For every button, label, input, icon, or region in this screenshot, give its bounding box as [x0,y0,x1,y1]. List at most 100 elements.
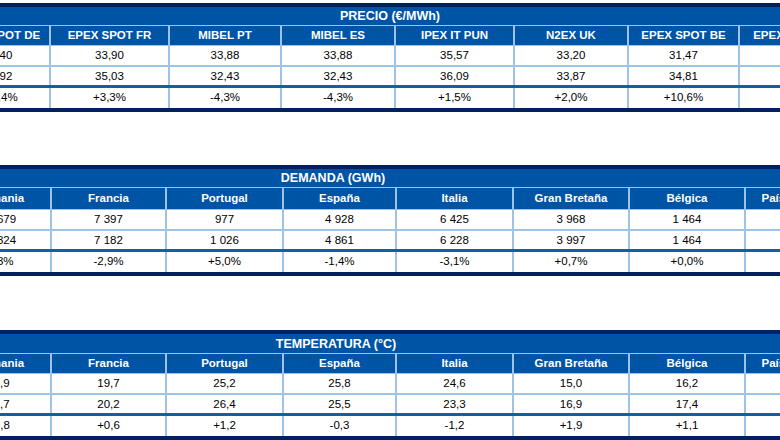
demanda-cell-r2-c4[interactable]: 6 228 [395,231,512,249]
demanda-title-bar: DEMANDA (GWh) [0,169,780,187]
temperatura-cell-r2-c4[interactable]: 23,3 [395,395,512,413]
precio-cell-r2-c6[interactable]: 34,81 [627,67,738,85]
temperatura-cell-r1-c0[interactable]: 15,9 [0,374,50,393]
precio-cell-r3-c3[interactable]: -4,3% [280,88,394,108]
temperatura-column-header-6[interactable]: Bélgica [628,354,744,373]
demanda-cell-r1-c5[interactable]: 3 968 [512,210,628,229]
temperatura-cell-r3-c3[interactable]: -0,3 [282,416,395,436]
precio-cell-r3-c1[interactable]: +3,3% [49,88,168,108]
demanda-data-row-3: -3,3%-2,9%+5,0%-1,4%-3,1%+0,7%+0,0% [0,252,780,272]
precio-column-header-5[interactable]: N2EX UK [513,26,627,45]
demanda-cell-r1-c0[interactable]: 10 679 [0,210,50,229]
temperatura-column-header-5[interactable]: Gran Bretaña [512,354,628,373]
demanda-cell-r2-c6[interactable]: 1 464 [628,231,744,249]
demanda-cell-r2-c5[interactable]: 3 997 [512,231,628,249]
precio-cell-r1-c7[interactable] [738,46,780,65]
demanda-cell-r3-c0[interactable]: -3,3% [0,252,50,272]
precio-column-header-6[interactable]: EPEX SPOT BE [627,26,738,45]
temperatura-column-header-0[interactable]: Alemania [0,354,50,373]
precio-cell-r3-c2[interactable]: -4,3% [168,88,280,108]
precio-cell-r3-c0[interactable]: +14,4% [0,88,49,108]
precio-cell-r1-c6[interactable]: 31,47 [627,46,738,65]
demanda-column-header-4[interactable]: Italia [395,188,512,209]
temperatura-cell-r2-c5[interactable]: 16,9 [512,395,628,413]
temperatura-cell-r3-c4[interactable]: -1,2 [395,416,512,436]
temperatura-column-header-3[interactable]: España [282,354,395,373]
temperatura-cell-r3-c2[interactable]: +1,2 [165,416,282,436]
precio-cell-r3-c4[interactable]: +1,5% [394,88,513,108]
demanda-cell-r2-c3[interactable]: 4 861 [282,231,395,249]
precio-cell-r1-c5[interactable]: 33,20 [513,46,627,65]
precio-column-header-2[interactable]: MIBEL PT [168,26,280,45]
temperatura-column-header-2[interactable]: Portugal [165,354,282,373]
demanda-cell-r2-c2[interactable]: 1 026 [165,231,282,249]
precio-column-header-4[interactable]: IPEX IT PUN [394,26,513,45]
precio-cell-r2-c4[interactable]: 36,09 [394,67,513,85]
precio-cell-r3-c5[interactable]: +2,0% [513,88,627,108]
demanda-cell-r1-c6[interactable]: 1 464 [628,210,744,229]
temperatura-cell-r1-c6[interactable]: 16,2 [628,374,744,393]
temperatura-data-row-3: +0,8+0,6+1,2-0,3-1,2+1,9+1,1 [0,416,780,436]
demanda-column-header-6[interactable]: Bélgica [628,188,744,209]
temperatura-cell-r3-c7[interactable] [744,416,780,436]
demanda-cell-r3-c1[interactable]: -2,9% [50,252,165,272]
demanda-cell-r1-c4[interactable]: 6 425 [395,210,512,229]
temperatura-cell-r1-c5[interactable]: 15,0 [512,374,628,393]
demanda-cell-r1-c7[interactable] [744,210,780,229]
precio-column-header-7[interactable]: EPEX SPOT NL [738,26,780,45]
temperatura-cell-r1-c1[interactable]: 19,7 [50,374,165,393]
temperatura-column-header-1[interactable]: Francia [50,354,165,373]
temperatura-column-header-7[interactable]: Países Bajos [744,354,780,373]
demanda-cell-r2-c0[interactable]: 10 324 [0,231,50,249]
temperatura-cell-r2-c1[interactable]: 20,2 [50,395,165,413]
temperatura-cell-r2-c2[interactable]: 26,4 [165,395,282,413]
precio-column-header-1[interactable]: EPEX SPOT FR [49,26,168,45]
demanda-column-header-5[interactable]: Gran Bretaña [512,188,628,209]
demanda-cell-r3-c6[interactable]: +0,0% [628,252,744,272]
demanda-column-header-2[interactable]: Portugal [165,188,282,209]
temperatura-cell-r3-c1[interactable]: +0,6 [50,416,165,436]
precio-cell-r2-c7[interactable] [738,67,780,85]
demanda-column-header-0[interactable]: Alemania [0,188,50,209]
temperatura-cell-r3-c5[interactable]: +1,9 [512,416,628,436]
precio-cell-r2-c1[interactable]: 35,03 [49,67,168,85]
precio-column-header-0[interactable]: EPEX SPOT DE [0,26,49,45]
temperatura-cell-r1-c7[interactable] [744,374,780,393]
demanda-cell-r3-c7[interactable] [744,252,780,272]
precio-cell-r3-c6[interactable]: +10,6% [627,88,738,108]
precio-cell-r2-c3[interactable]: 32,43 [280,67,394,85]
precio-title-bar: PRECIO (€/MWh) [0,7,780,25]
demanda-column-header-7[interactable]: Países Bajos [744,188,780,209]
temperatura-cell-r3-c0[interactable]: +0,8 [0,416,50,436]
demanda-cell-r1-c1[interactable]: 7 397 [50,210,165,229]
precio-cell-r1-c3[interactable]: 33,88 [280,46,394,65]
precio-cell-r1-c4[interactable]: 35,57 [394,46,513,65]
demanda-cell-r1-c3[interactable]: 4 928 [282,210,395,229]
temperatura-cell-r1-c3[interactable]: 25,8 [282,374,395,393]
demanda-column-header-1[interactable]: Francia [50,188,165,209]
demanda-cell-r3-c2[interactable]: +5,0% [165,252,282,272]
temperatura-cell-r2-c0[interactable]: 16,7 [0,395,50,413]
temperatura-cell-r1-c2[interactable]: 25,2 [165,374,282,393]
precio-cell-r1-c0[interactable]: 31,40 [0,46,49,65]
demanda-cell-r3-c4[interactable]: -3,1% [395,252,512,272]
temperatura-cell-r1-c4[interactable]: 24,6 [395,374,512,393]
demanda-cell-r2-c7[interactable] [744,231,780,249]
temperatura-cell-r2-c7[interactable] [744,395,780,413]
precio-column-header-3[interactable]: MIBEL ES [280,26,394,45]
temperatura-cell-r2-c3[interactable]: 25,5 [282,395,395,413]
precio-cell-r2-c0[interactable]: 35,92 [0,67,49,85]
precio-cell-r2-c2[interactable]: 32,43 [168,67,280,85]
precio-cell-r2-c5[interactable]: 33,87 [513,67,627,85]
demanda-cell-r1-c2[interactable]: 977 [165,210,282,229]
demanda-cell-r3-c3[interactable]: -1,4% [282,252,395,272]
demanda-column-header-3[interactable]: España [282,188,395,209]
precio-cell-r1-c2[interactable]: 33,88 [168,46,280,65]
precio-cell-r1-c1[interactable]: 33,90 [49,46,168,65]
temperatura-cell-r3-c6[interactable]: +1,1 [628,416,744,436]
precio-cell-r3-c7[interactable]: -4,3% [738,88,780,108]
temperatura-cell-r2-c6[interactable]: 17,4 [628,395,744,413]
temperatura-column-header-4[interactable]: Italia [395,354,512,373]
demanda-cell-r3-c5[interactable]: +0,7% [512,252,628,272]
demanda-cell-r2-c1[interactable]: 7 182 [50,231,165,249]
